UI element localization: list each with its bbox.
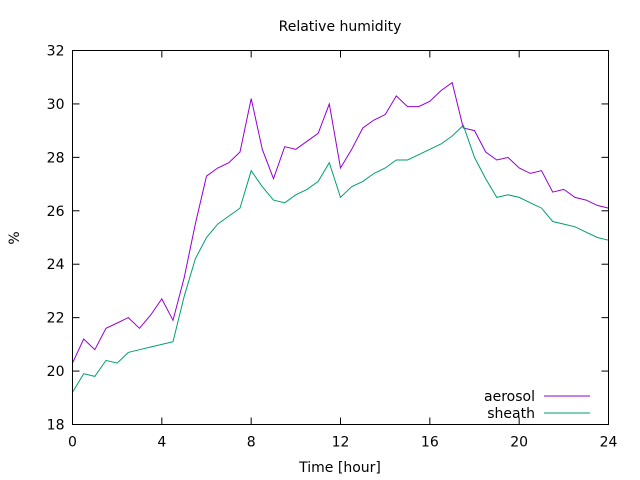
x-axis-label: Time [hour] — [298, 460, 381, 476]
y-tick-label: 22 — [47, 311, 65, 327]
y-tick-label: 30 — [47, 97, 65, 113]
data-series — [72, 81, 609, 393]
y-tick-label: 26 — [47, 204, 65, 220]
legend-label-aerosol: aerosol — [484, 389, 535, 405]
x-tick-label: 4 — [157, 435, 166, 451]
series-line-aerosol — [72, 81, 609, 364]
x-tick-label: 16 — [421, 435, 439, 451]
x-tick-label: 8 — [247, 435, 256, 451]
y-axis-label: % — [7, 231, 23, 244]
plot-frame — [72, 50, 609, 425]
y-tick-label: 18 — [47, 418, 65, 434]
x-tick-label: 20 — [510, 435, 528, 451]
legend-label-sheath: sheath — [487, 406, 535, 422]
y-tick-label: 20 — [47, 364, 65, 380]
y-tick-label: 32 — [47, 44, 65, 60]
series-line-sheath — [72, 124, 609, 393]
y-tick-label: 28 — [47, 150, 65, 166]
x-tick-label: 0 — [68, 435, 77, 451]
chart-title: Relative humidity — [279, 19, 402, 35]
x-tick-label: 12 — [332, 435, 350, 451]
x-tick-label: 24 — [600, 435, 618, 451]
y-tick-label: 24 — [47, 257, 65, 273]
